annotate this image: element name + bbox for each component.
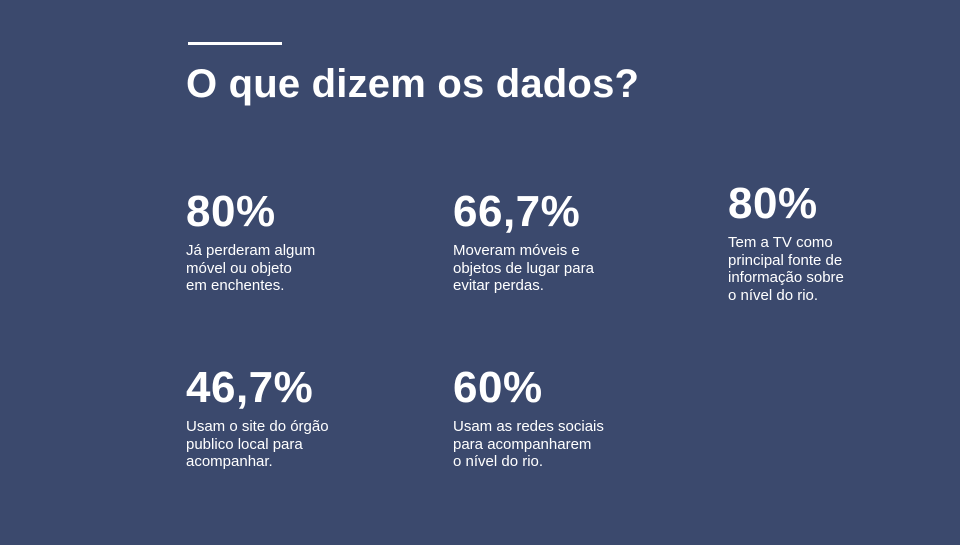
stat-block-public-site: 46,7% Usam o site do órgão publico local… — [186, 364, 361, 471]
stat-value: 80% — [186, 187, 276, 236]
stat-description: Usam as redes sociais para acompanharem … — [453, 418, 628, 471]
stat-description-line: o nível do rio. — [728, 286, 819, 304]
stat-description-line: Usam o site do órgão — [186, 418, 329, 435]
stat-description-line: móvel ou objeto — [186, 259, 292, 277]
stat-description-line: acompanhar. — [186, 453, 273, 470]
stat-description-line: evitar perdas. — [453, 277, 544, 294]
stat-description-line: principal fonte de — [728, 251, 843, 269]
stat-block-moved-furniture: 66,7% Moveram móveis e objetos de lugar … — [453, 188, 628, 295]
stat-description-line: o nível do rio. — [453, 453, 544, 470]
stat-description: Usam o site do órgão publico local para … — [186, 418, 361, 471]
stat-description: Tem a TV como principal fonte de informa… — [728, 234, 903, 304]
stat-description: Moveram móveis e objetos de lugar para e… — [453, 242, 628, 295]
stat-block-tv-source: 80% Tem a TV como principal fonte de inf… — [728, 180, 903, 304]
stat-description-line: publico local para — [186, 435, 303, 453]
stat-value: 46,7% — [186, 363, 314, 412]
stat-block-lost-furniture: 80% Já perderam algum móvel ou objeto em… — [186, 188, 361, 295]
title-accent-line — [188, 42, 282, 45]
stat-description-line: Já perderam algum — [186, 242, 316, 259]
stat-description-line: informação sobre — [728, 269, 844, 286]
stat-value: 66,7% — [453, 187, 581, 236]
stat-value: 60% — [453, 363, 543, 412]
stat-description-line: Usam as redes sociais — [453, 418, 604, 435]
slide-title: O que dizem os dados? — [186, 62, 640, 106]
stat-description: Já perderam algum móvel ou objeto em enc… — [186, 242, 361, 295]
stat-value: 80% — [728, 179, 818, 228]
stat-block-social-media: 60% Usam as redes sociais para acompanha… — [453, 364, 628, 471]
stat-description-line: em enchentes. — [186, 277, 285, 294]
stat-description-line: para acompanharem — [453, 435, 592, 453]
stat-description-line: objetos de lugar para — [453, 259, 594, 277]
stat-description-line: Moveram móveis e — [453, 242, 580, 259]
stat-description-line: Tem a TV como — [728, 234, 833, 251]
